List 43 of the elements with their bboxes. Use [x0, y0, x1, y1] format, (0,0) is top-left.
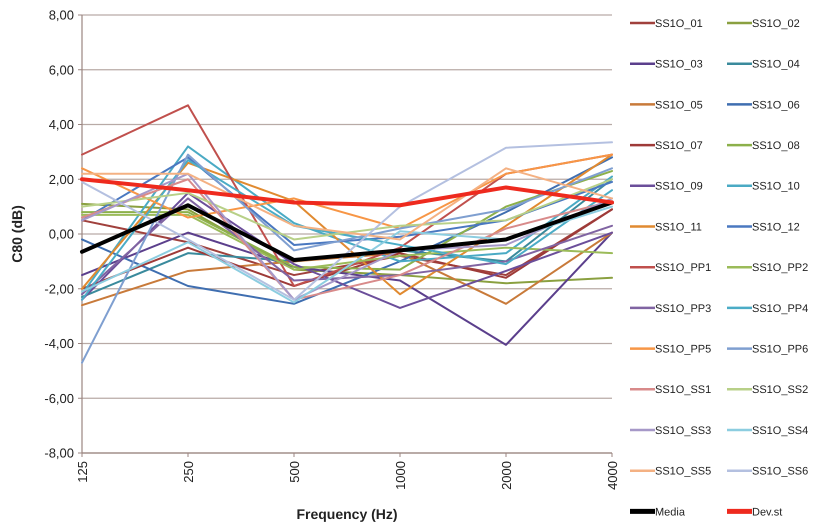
legend-label: SS1O_01 — [655, 18, 703, 30]
legend-label: SS1O_SS1 — [655, 384, 712, 396]
y-axis-title: C80 (dB) — [9, 205, 25, 263]
legend-label: SS1O_05 — [655, 99, 703, 112]
x-tick-label: 125 — [75, 461, 90, 483]
legend-label: Dev.st — [752, 506, 782, 518]
x-tick-label: 500 — [287, 461, 302, 483]
y-tick-label: 4,00 — [48, 117, 74, 132]
legend-label: SS1O_PP5 — [655, 343, 712, 356]
x-axis-title: Frequency (Hz) — [296, 506, 398, 522]
y-tick-label: -6,00 — [44, 390, 74, 406]
legend-label: SS1O_12 — [752, 221, 800, 234]
legend-label: SS1O_06 — [752, 99, 800, 112]
legend-label: SS1O_07 — [655, 140, 703, 152]
x-tick-label: 2000 — [499, 461, 514, 490]
x-tick-label: 250 — [181, 461, 196, 483]
y-tick-label: -2,00 — [44, 281, 74, 296]
legend-label: SS1O_03 — [655, 58, 703, 71]
y-tick-label: 2,00 — [48, 172, 74, 187]
x-tick-label: 4000 — [605, 461, 620, 490]
legend-label: SS1O_10 — [752, 180, 800, 193]
y-tick-label: -8,00 — [44, 446, 74, 461]
legend-label: SS1O_PP1 — [655, 262, 712, 274]
x-tick-label: 1000 — [393, 461, 408, 490]
legend-label: SS1O_SS4 — [752, 424, 808, 437]
legend-label: SS1O_PP3 — [655, 302, 712, 315]
y-tick-label: 0,00 — [48, 226, 74, 242]
legend-label: SS1O_09 — [655, 180, 703, 193]
legend-label: SS1O_PP6 — [752, 343, 808, 356]
legend-label: SS1O_SS3 — [655, 424, 712, 437]
y-tick-label: 6,00 — [48, 62, 74, 78]
y-tick-label: 8,00 — [48, 8, 74, 23]
legend-label: Media — [655, 506, 686, 518]
legend-label: SS1O_08 — [752, 140, 800, 152]
legend-label: SS1O_SS5 — [655, 466, 712, 478]
legend-label: SS1O_SS6 — [752, 466, 808, 478]
legend-label: SS1O_02 — [752, 18, 800, 30]
legend-label: SS1O_11 — [655, 221, 702, 234]
legend-label: SS1O_04 — [752, 58, 800, 71]
legend-label: SS1O_SS2 — [752, 384, 808, 396]
legend-label: SS1O_PP2 — [752, 262, 808, 274]
y-tick-label: -4,00 — [44, 336, 74, 352]
legend-label: SS1O_PP4 — [752, 302, 808, 315]
